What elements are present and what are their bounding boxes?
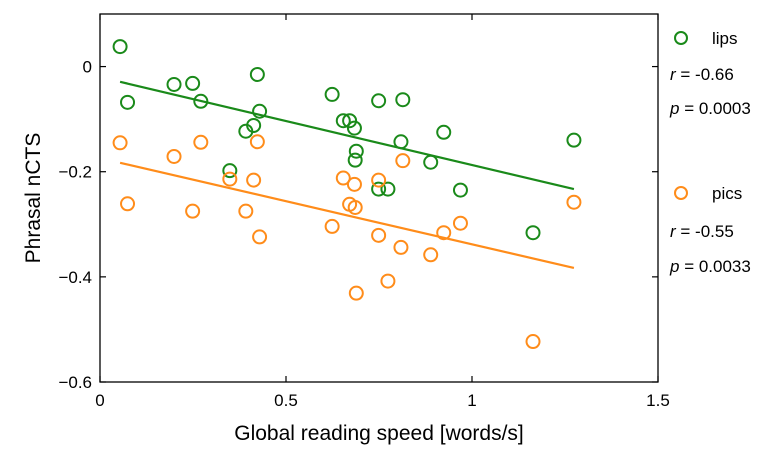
point-pics	[347, 199, 363, 215]
point-pics	[335, 170, 351, 186]
point-pics	[566, 194, 582, 210]
fit-lines	[119, 80, 575, 269]
point-lips	[395, 92, 411, 108]
y-tick-label: −0.4	[58, 268, 92, 287]
x-tick-label: 1	[467, 391, 476, 410]
legend-label-lips: lips	[712, 29, 738, 48]
x-tick-label: 1.5	[646, 391, 670, 410]
stat-r-pics: r = -0.55	[670, 222, 734, 241]
point-pics	[222, 171, 238, 187]
point-pics	[112, 135, 128, 151]
point-lips	[452, 182, 468, 198]
stat-r-lips: r = -0.66	[670, 65, 734, 84]
y-tick-label: 0	[83, 58, 92, 77]
point-pics	[436, 225, 452, 241]
point-pics	[120, 196, 136, 212]
fit-line-pics	[119, 161, 575, 269]
point-lips	[566, 132, 582, 148]
point-lips	[371, 181, 387, 197]
stat-p-pics: p = 0.0033	[669, 257, 751, 276]
point-pics	[246, 172, 262, 188]
point-pics	[525, 334, 541, 350]
point-lips	[222, 163, 238, 179]
point-pics	[249, 134, 265, 150]
point-lips	[249, 66, 265, 82]
point-pics	[395, 153, 411, 169]
legend-marker-pics	[674, 186, 688, 200]
point-pics	[452, 215, 468, 231]
point-pics	[348, 285, 364, 301]
point-pics	[252, 229, 268, 245]
point-lips	[371, 93, 387, 109]
point-pics	[423, 247, 439, 263]
plot-frame	[99, 13, 659, 383]
point-lips	[166, 76, 182, 92]
point-lips	[185, 75, 201, 91]
point-lips	[525, 225, 541, 241]
point-lips	[252, 103, 268, 119]
point-lips	[348, 143, 364, 159]
point-lips	[346, 120, 362, 136]
legend-label-pics: pics	[712, 184, 742, 203]
point-lips	[393, 134, 409, 150]
point-lips	[342, 113, 358, 129]
stat-p-lips: p = 0.0003	[669, 99, 751, 118]
point-lips	[436, 124, 452, 140]
point-lips	[193, 93, 209, 109]
point-pics	[166, 148, 182, 164]
y-axis-label: Phrasal nCTS	[22, 133, 45, 264]
fit-line-lips	[119, 80, 575, 191]
point-lips	[423, 154, 439, 170]
point-lips	[347, 152, 363, 168]
x-axis-label: Global reading speed [words/s]	[234, 422, 524, 445]
point-lips	[335, 113, 351, 129]
y-tick-label: −0.6	[58, 373, 92, 392]
point-lips	[324, 86, 340, 102]
point-pics	[393, 239, 409, 255]
legend-marker-lips	[674, 31, 688, 45]
point-pics	[193, 134, 209, 150]
point-lips	[246, 117, 262, 133]
point-pics	[371, 172, 387, 188]
point-lips	[120, 94, 136, 110]
point-lips	[112, 39, 128, 55]
data-points	[112, 39, 582, 350]
point-pics	[238, 203, 254, 219]
point-pics	[185, 203, 201, 219]
point-pics	[371, 227, 387, 243]
point-pics	[380, 273, 396, 289]
x-tick-label: 0.5	[274, 391, 298, 410]
axis-ticks: 0 0.5 1 1.5 0 −0.2 −0.4 −0.6	[58, 14, 670, 410]
point-pics	[324, 218, 340, 234]
x-tick-label: 0	[95, 391, 104, 410]
y-tick-label: −0.2	[58, 163, 92, 182]
point-pics	[346, 176, 362, 192]
point-lips	[380, 181, 396, 197]
